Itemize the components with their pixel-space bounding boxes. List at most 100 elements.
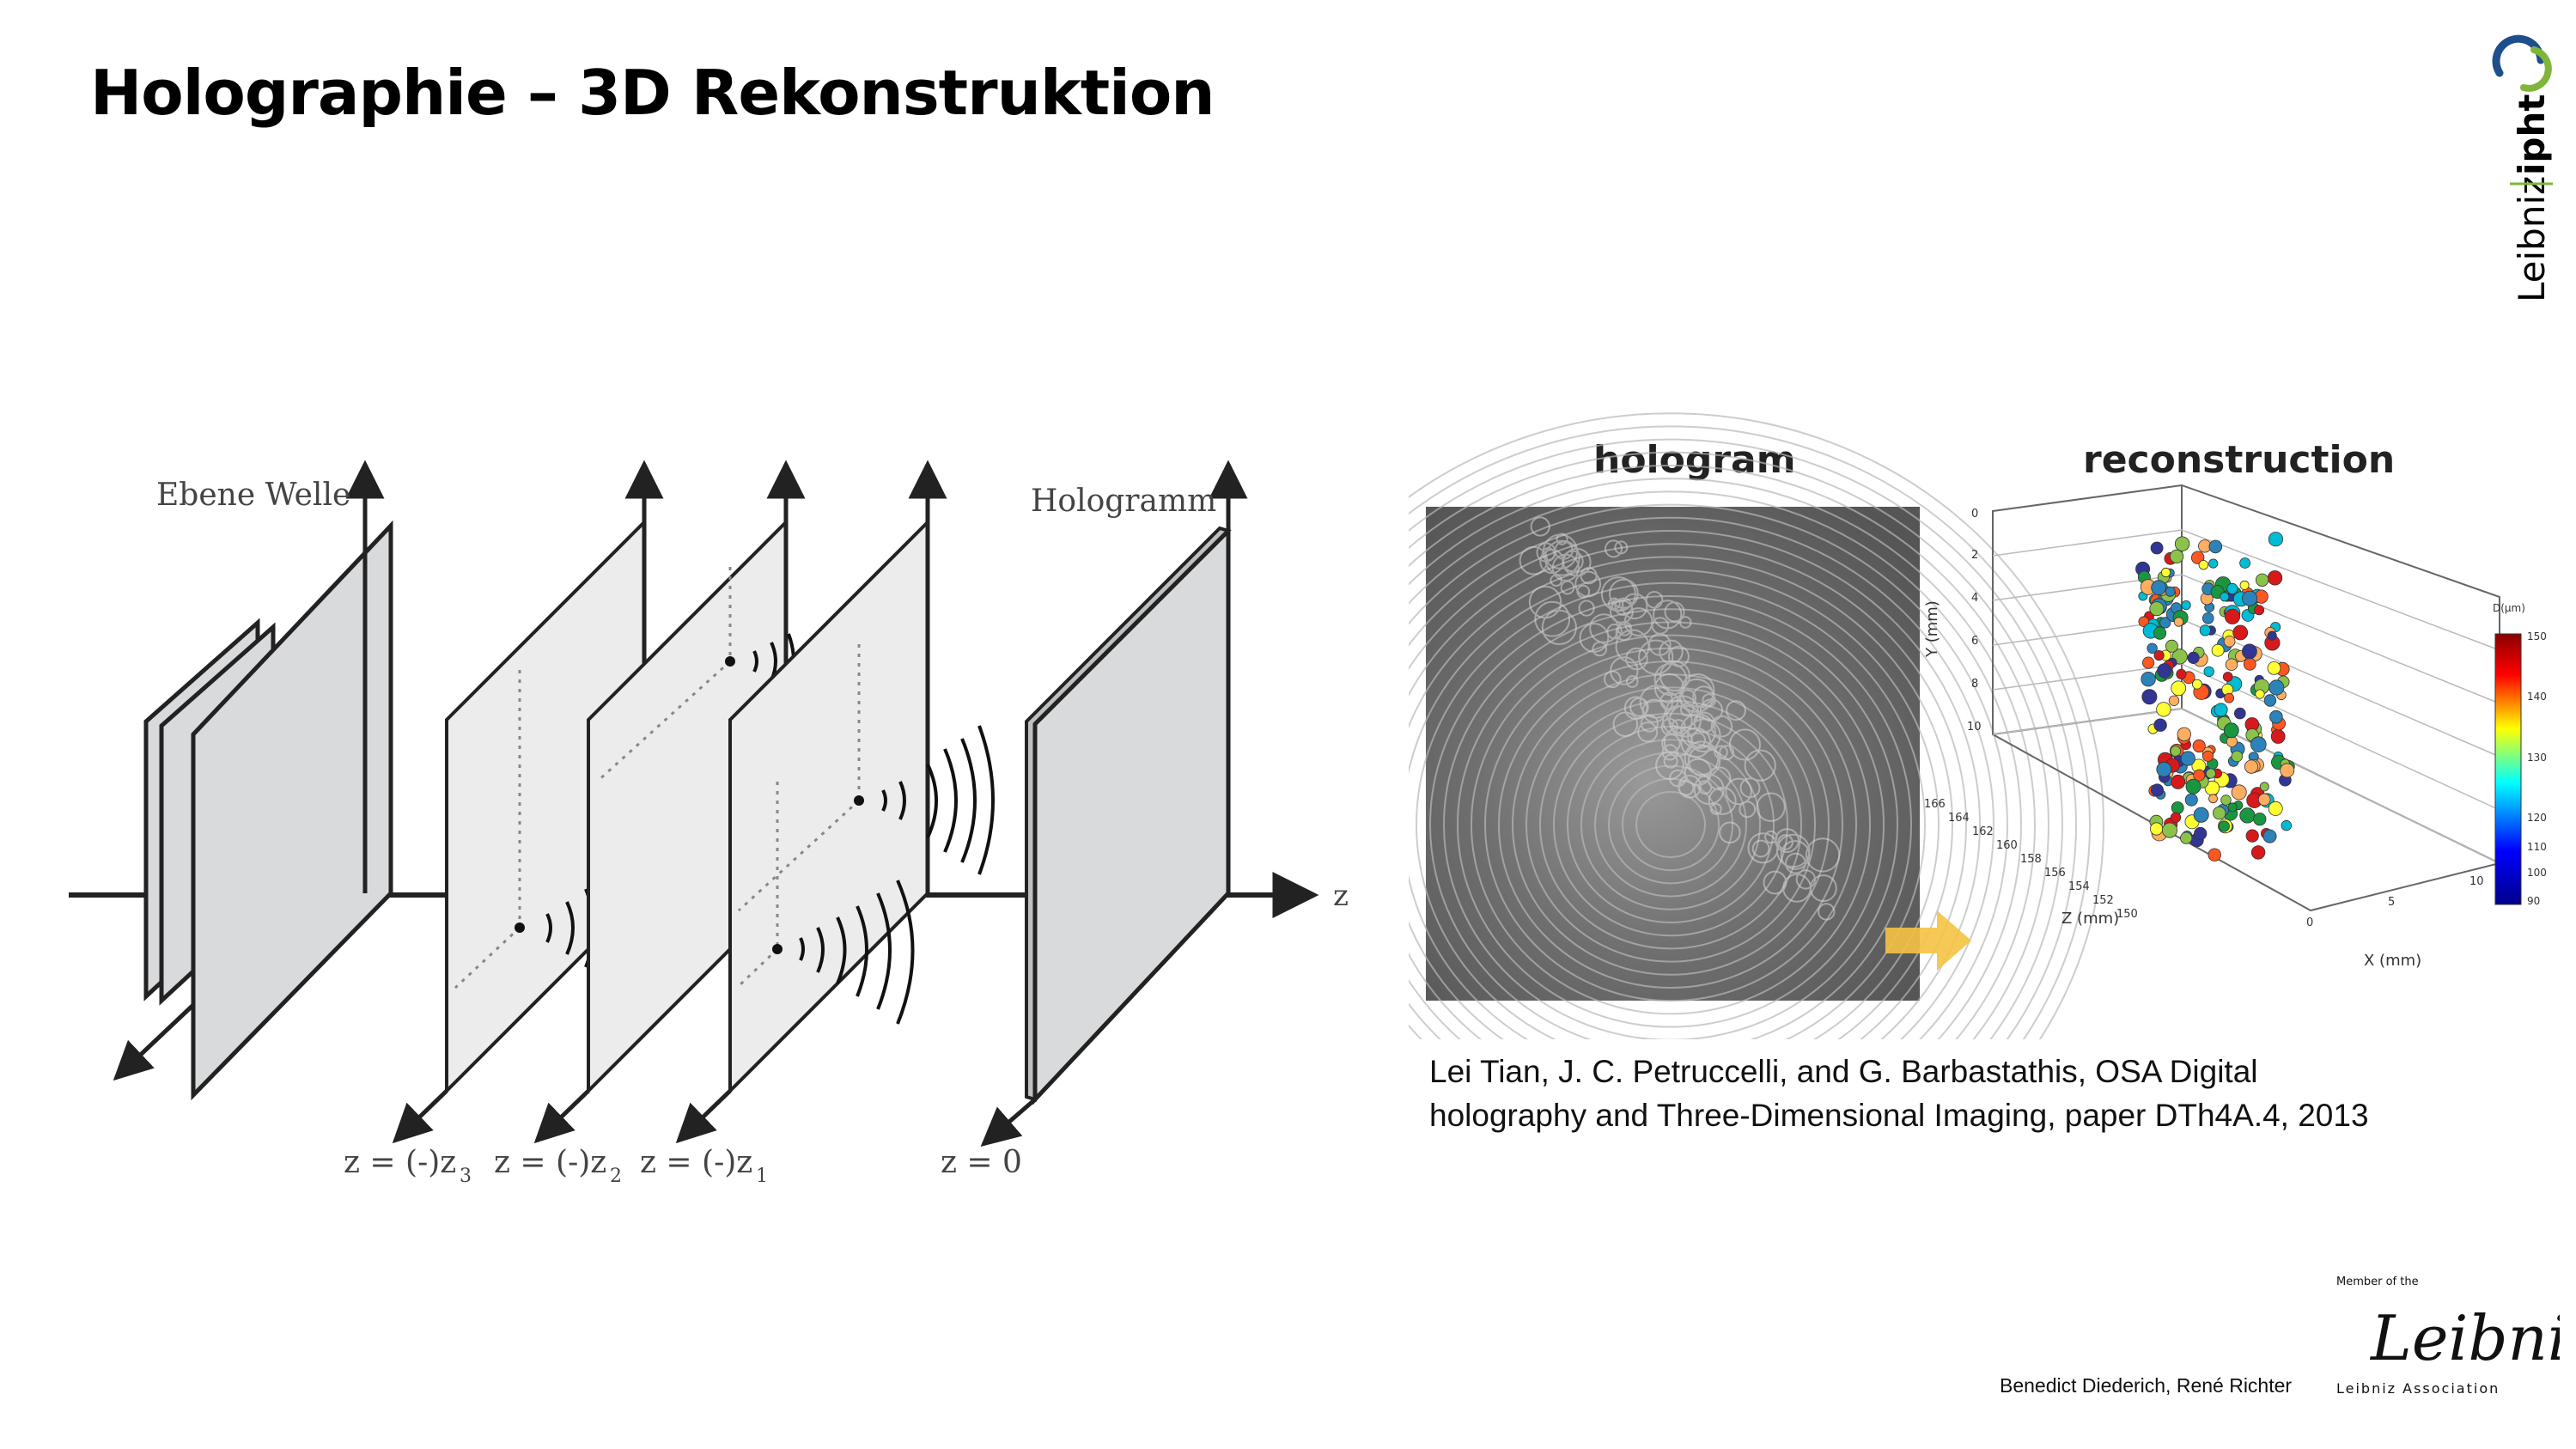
y-tick: 6 xyxy=(1971,635,1978,648)
particle-point xyxy=(2225,658,2238,671)
particle-point xyxy=(2232,624,2249,641)
particle-point xyxy=(2253,813,2267,826)
interference-ring xyxy=(1457,621,1885,1028)
particle-ring xyxy=(1747,832,1779,864)
slide-title: Holographie – 3D Rekonstruktion xyxy=(90,57,1215,129)
interference-ring xyxy=(1409,530,1981,1039)
particle-point xyxy=(2165,586,2176,597)
hologram-label: Hologramm xyxy=(1031,484,1216,519)
interference-ring xyxy=(1409,503,2008,1039)
particle-point xyxy=(2170,746,2182,757)
particle-point xyxy=(2141,689,2158,705)
particle-point xyxy=(2239,807,2256,824)
hologram-reconstruction-figure: hologram reconstruction 0 2 4 6 8 10 166… xyxy=(1409,412,2547,1039)
particle-point xyxy=(2184,793,2198,807)
particle-point xyxy=(2192,739,2206,753)
interference-ring xyxy=(1429,595,1912,1039)
particle-point xyxy=(2141,656,2155,669)
particle-ring xyxy=(1684,740,1720,776)
particle-point xyxy=(2245,829,2259,843)
particle-point xyxy=(2141,672,2156,687)
particle-point xyxy=(2208,794,2218,804)
particle-ring xyxy=(1578,600,1595,617)
particle-point xyxy=(2150,541,2164,555)
particle-point xyxy=(2255,573,2269,588)
particle-ring xyxy=(1605,539,1623,558)
interference-ring xyxy=(1409,465,2049,1039)
interference-ring xyxy=(1409,556,1953,1039)
particle-point xyxy=(2208,848,2221,861)
particle-point xyxy=(2147,642,2158,654)
ipht-ring-icon xyxy=(2492,34,2552,92)
particle-point xyxy=(2255,689,2265,699)
particle-ring xyxy=(1653,600,1683,630)
particle-point xyxy=(2170,812,2182,824)
particle-point xyxy=(2244,759,2259,774)
particle-point xyxy=(2194,826,2208,841)
particle-ring xyxy=(1763,870,1787,895)
particle-ring xyxy=(1795,869,1817,890)
particle-point xyxy=(2250,736,2267,753)
particle-ring xyxy=(1625,647,1648,671)
svg-text:110: 110 xyxy=(2527,841,2547,853)
z-tick: 152 xyxy=(2092,894,2114,907)
holography-diagram: z Ebene Welle xyxy=(69,460,1349,1187)
particle-point xyxy=(2224,692,2234,703)
particle-ring xyxy=(1780,840,1811,870)
particle-point xyxy=(2218,820,2230,832)
position-label-z3: z = (-)z 3 xyxy=(344,1145,472,1187)
particle-point xyxy=(2156,761,2172,777)
particle-ring xyxy=(1661,744,1678,761)
interference-ring xyxy=(1409,516,1994,1039)
particle-point xyxy=(2180,831,2193,844)
particle-ring xyxy=(1629,697,1649,717)
particle-ring xyxy=(1756,792,1786,822)
particle-ring xyxy=(1667,645,1690,667)
particle-ring xyxy=(1725,777,1752,806)
particle-point xyxy=(2171,801,2184,814)
particle-ring xyxy=(1534,600,1571,637)
particle-point xyxy=(2220,592,2230,602)
particle-ring xyxy=(1726,700,1746,721)
particle-ring xyxy=(1638,639,1674,675)
particle-point xyxy=(2268,679,2285,696)
particle-ring xyxy=(1680,702,1695,717)
x-tick: 5 xyxy=(2388,896,2395,909)
particle-ring xyxy=(1576,584,1591,599)
z-tick: 154 xyxy=(2068,880,2090,893)
interference-ring xyxy=(1443,608,1898,1039)
particle-point xyxy=(2151,580,2166,595)
hologram-heading: hologram xyxy=(1593,438,1796,482)
y-tick: 8 xyxy=(1971,678,1978,691)
particle-ring xyxy=(1606,624,1623,640)
particle-ring xyxy=(1697,780,1713,795)
particle-ring xyxy=(1562,548,1592,577)
particle-ring xyxy=(1719,745,1735,761)
y-tick: 10 xyxy=(1967,721,1982,734)
particle-point xyxy=(2208,558,2219,569)
particle-ring xyxy=(1530,516,1550,537)
plane-wave-planes xyxy=(143,520,393,1101)
particle-ring xyxy=(1707,766,1732,791)
particle-ring xyxy=(1621,593,1648,620)
interference-ring xyxy=(1635,791,1706,858)
particle-ring xyxy=(1687,744,1721,778)
plane-wave-label: Ebene Welle xyxy=(156,478,350,513)
particle-point xyxy=(2268,801,2283,816)
particle-point xyxy=(2269,709,2283,724)
particle-point xyxy=(2267,570,2283,586)
right-arrow-icon xyxy=(1885,910,1971,971)
particle-point xyxy=(2174,536,2190,551)
particle-point xyxy=(2138,616,2150,628)
particle-ring xyxy=(1678,779,1695,796)
particle-ring xyxy=(1693,711,1715,734)
particle-point xyxy=(2176,668,2187,679)
particle-point xyxy=(2281,819,2293,831)
particle-ring xyxy=(1719,821,1741,844)
particle-ring xyxy=(1671,719,1686,734)
particle-point xyxy=(2214,703,2228,717)
particle-point xyxy=(2268,532,2284,547)
particle-ring xyxy=(1655,751,1684,781)
particle-point xyxy=(2233,707,2246,720)
particle-point xyxy=(2205,768,2216,779)
